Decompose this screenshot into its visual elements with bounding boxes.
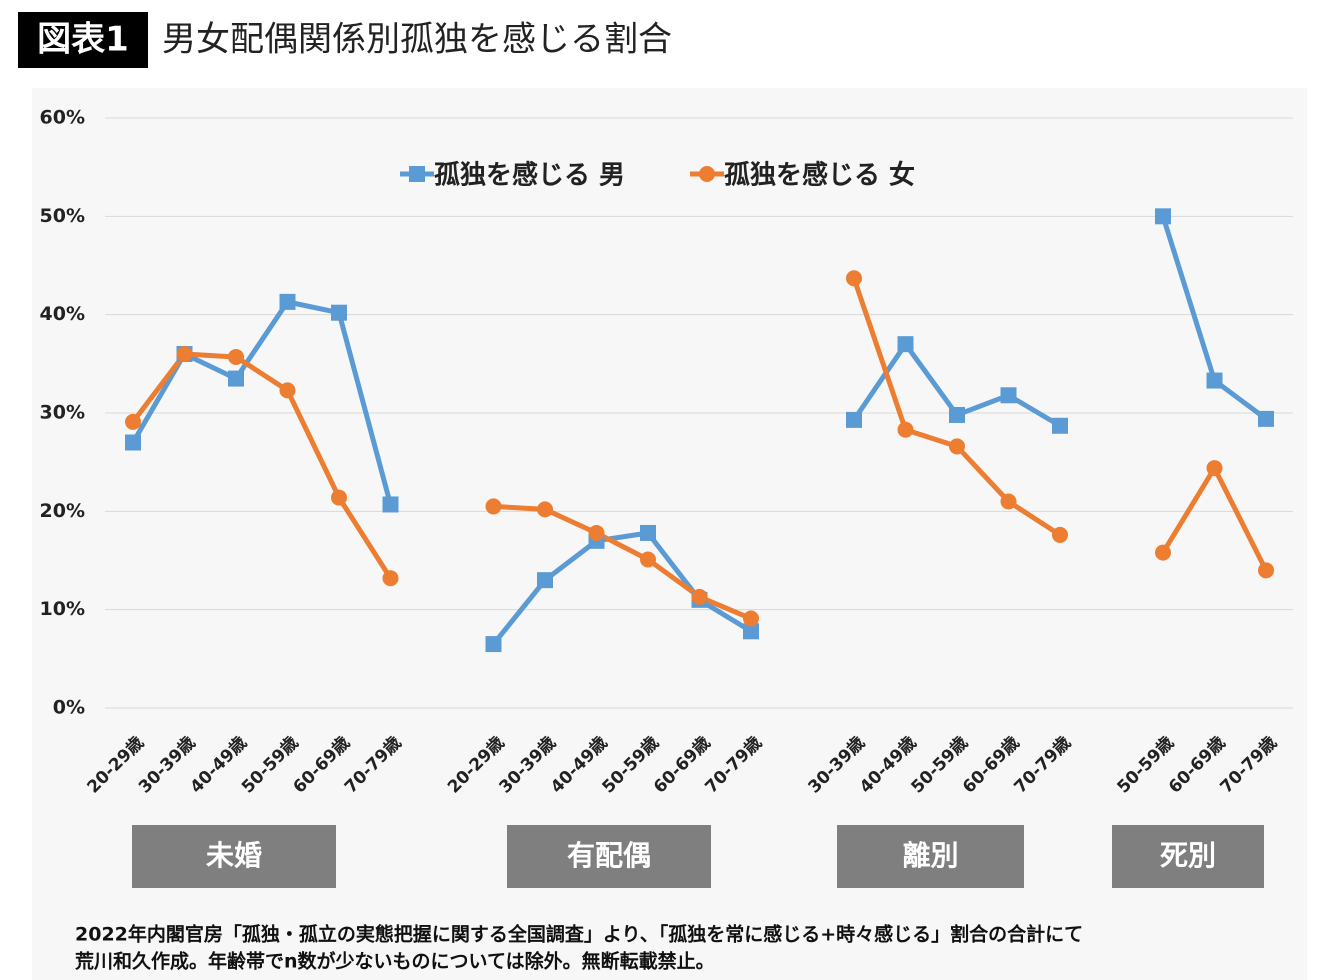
y-tick-label: 40% <box>40 303 85 325</box>
point <box>485 636 502 653</box>
point <box>743 610 759 627</box>
series-line <box>131 277 1269 621</box>
point <box>537 572 553 589</box>
y-tick-label: 50% <box>40 205 85 227</box>
point <box>897 421 914 438</box>
point <box>1000 493 1017 510</box>
point <box>176 346 193 362</box>
y-tick-label: 0% <box>53 697 85 719</box>
point <box>279 382 296 399</box>
badge: 図表1 <box>37 20 129 60</box>
footnote: 荒川和久作成。年齢帯でn数が少ないものについては除外。無断転載禁止。 <box>75 950 715 973</box>
point <box>125 434 141 451</box>
point <box>1258 562 1274 579</box>
point <box>537 501 553 518</box>
legend-marker <box>699 166 715 182</box>
footnote: 2022年内閣官房「孤独・孤立の実態把握に関する全国調査」より、「孤独を常に感じ… <box>75 923 1083 946</box>
y-tick-label: 30% <box>40 402 85 424</box>
y-tick-label: 20% <box>40 500 85 522</box>
point <box>1258 410 1274 427</box>
group-label: 有配偶 <box>567 839 651 872</box>
point <box>228 348 244 365</box>
legend-label: 孤独を感じる 男 <box>434 160 625 191</box>
group-box <box>1112 825 1264 888</box>
group-box <box>132 825 336 888</box>
point <box>743 623 759 640</box>
point <box>331 304 347 321</box>
point <box>640 524 656 541</box>
y-tick-label: 10% <box>40 598 85 620</box>
page-title: 男女配偶関係別孤独を感じる割合 <box>162 20 672 60</box>
point <box>1206 372 1223 389</box>
point <box>1155 208 1171 225</box>
point <box>949 406 965 423</box>
point <box>485 498 502 515</box>
series-line <box>130 215 1268 646</box>
point <box>382 496 399 513</box>
point <box>949 438 965 455</box>
point <box>382 570 399 587</box>
legend-marker <box>409 166 425 182</box>
point <box>846 411 862 428</box>
point <box>1155 544 1171 561</box>
group-label: 未婚 <box>206 839 262 872</box>
group-box <box>837 825 1024 888</box>
point <box>897 336 914 353</box>
point <box>331 489 347 506</box>
point <box>125 413 141 430</box>
point <box>279 293 296 310</box>
point <box>1052 526 1068 543</box>
badge-box <box>18 12 148 68</box>
legend-label: 孤独を感じる 女 <box>724 160 915 191</box>
point <box>1000 387 1017 404</box>
point <box>1052 417 1068 434</box>
point <box>640 551 656 568</box>
point <box>1206 460 1223 477</box>
point <box>228 370 244 387</box>
group-box <box>507 825 711 888</box>
group-label: 離別 <box>902 839 958 872</box>
point <box>588 524 605 541</box>
point <box>691 588 708 605</box>
group-label: 死別 <box>1160 839 1216 872</box>
y-tick-label: 60% <box>40 107 85 129</box>
point <box>846 270 862 287</box>
